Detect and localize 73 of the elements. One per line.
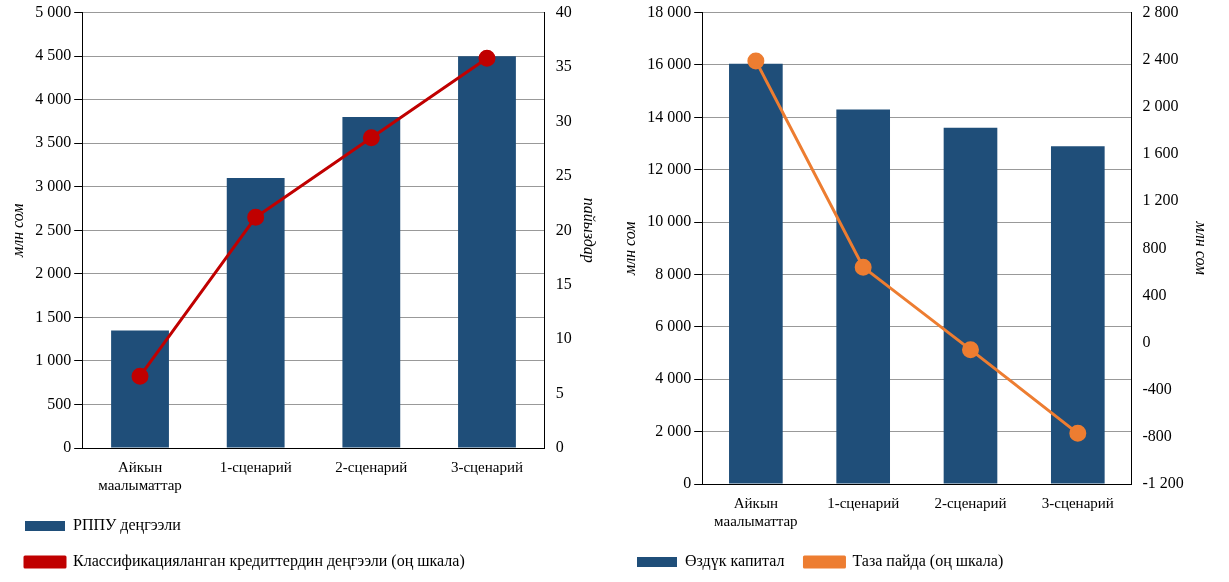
x-tick-label: 3-сценарий	[1041, 494, 1114, 511]
point	[247, 208, 265, 226]
y-tick-label: 18 000	[647, 2, 692, 20]
x-tick-label: Айкын маалыматтар	[98, 458, 182, 493]
y2-tick-label: 2 000	[1142, 97, 1179, 115]
y-tick-label: 3 500	[35, 133, 72, 151]
y2-tick-label: 400	[1142, 285, 1167, 303]
point	[1069, 424, 1087, 442]
y-tick-label: 5 000	[35, 2, 72, 20]
bar	[729, 63, 783, 484]
bar	[342, 117, 401, 448]
y2-tick-label: -800	[1142, 427, 1172, 445]
y2-tick-label: 20	[555, 220, 572, 238]
y-tick-label: 6 000	[655, 317, 692, 335]
x-tick-label: 2-сценарий	[934, 494, 1007, 511]
y-tick-label: 4 000	[655, 369, 692, 387]
y2-tick-label: 2 400	[1142, 49, 1179, 67]
x-tick-label: 1-сценарий	[219, 458, 292, 475]
y2-tick-label: 1 200	[1142, 191, 1179, 209]
bar	[943, 127, 998, 484]
legend-label: РППУ деңгээли	[73, 516, 182, 535]
y2-tick-label: 0	[555, 438, 564, 456]
legend-label: Классификацияланган кредиттердин деңгээли (оң шкала)	[73, 552, 465, 571]
y-axis-title: млн сом	[620, 221, 638, 277]
bar	[111, 330, 169, 448]
bar	[836, 109, 891, 484]
y2-tick-label: 25	[555, 166, 572, 184]
point	[362, 129, 380, 147]
point	[962, 341, 979, 359]
y2-tick-label: 10	[555, 329, 572, 347]
y-tick-label: 4 000	[35, 89, 72, 107]
y-tick-label: 0	[683, 474, 692, 492]
x-tick-label: Айкын маалыматтар	[714, 494, 798, 529]
y2-tick-label: -400	[1142, 379, 1172, 397]
y2-axis-title: млн сом	[1193, 220, 1211, 276]
y-tick-label: 2 500	[35, 220, 72, 238]
y2-tick-label: 800	[1142, 238, 1167, 256]
bar	[458, 56, 516, 448]
y2-axis-title: пайыздар	[580, 197, 599, 263]
point	[131, 367, 149, 385]
y2-tick-label: 15	[555, 274, 572, 292]
y2-tick-label: 0	[1142, 332, 1151, 350]
y-axis-title: млн сом	[8, 203, 26, 259]
y2-tick-label: 1 600	[1142, 144, 1179, 162]
y2-tick-label: 30	[555, 111, 572, 129]
point	[854, 258, 872, 276]
y-tick-label: 1 500	[35, 307, 72, 325]
y2-tick-label: -1 200	[1142, 474, 1184, 492]
y-tick-label: 1 000	[35, 351, 72, 369]
y-tick-label: 8 000	[655, 264, 692, 282]
y-tick-label: 2 000	[655, 421, 692, 439]
bar	[226, 178, 285, 448]
y-tick-label: 0	[63, 438, 72, 456]
bar	[1050, 146, 1105, 484]
y-tick-label: 4 500	[35, 46, 72, 64]
y-tick-label: 10 000	[647, 212, 692, 230]
y-tick-label: 12 000	[647, 159, 692, 177]
y2-tick-label: 40	[555, 2, 572, 20]
y-tick-label: 16 000	[647, 55, 692, 73]
y2-tick-label: 2 800	[1142, 2, 1179, 20]
x-tick-label: 2-сценарий	[335, 458, 408, 475]
legend-label: Өздүк капитал	[685, 552, 785, 571]
x-tick-label: 3-сценарий	[450, 458, 524, 475]
y2-tick-label: 5	[555, 383, 564, 401]
point	[478, 49, 496, 67]
y-tick-label: 3 000	[35, 176, 72, 194]
legend-label: Таза пайда (оң шкала)	[852, 552, 1004, 571]
y-tick-label: 500	[47, 394, 72, 412]
y-tick-label: 14 000	[647, 107, 692, 125]
x-tick-label: 1-сценарий	[827, 494, 900, 511]
y2-tick-label: 35	[555, 57, 572, 75]
y-tick-label: 2 000	[35, 264, 72, 282]
point	[747, 52, 765, 70]
